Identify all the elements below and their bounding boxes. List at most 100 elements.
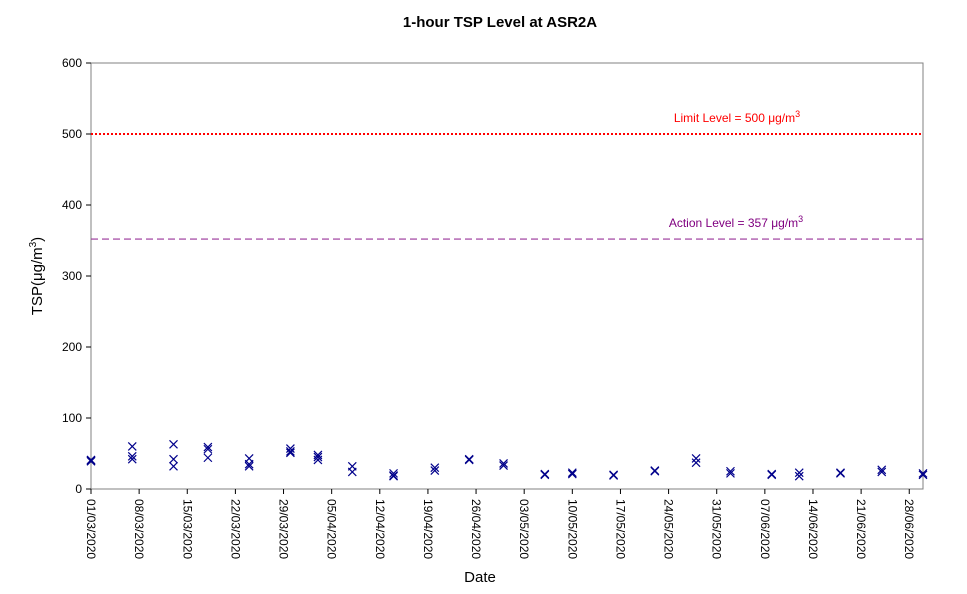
- marker-stroke: [389, 471, 398, 481]
- data-point-marker: [464, 455, 474, 465]
- marker-stroke: [794, 471, 804, 481]
- data-point-marker: [691, 454, 701, 463]
- x-tick-label: 08/03/2020: [132, 499, 146, 559]
- marker-stroke: [86, 455, 96, 465]
- x-tick-label: 21/06/2020: [854, 499, 868, 559]
- marker-stroke: [767, 470, 777, 480]
- x-tick-label: 31/05/2020: [710, 499, 724, 559]
- y-tick-label: 200: [62, 340, 82, 354]
- marker-stroke: [430, 463, 440, 473]
- x-axis-ticks: 01/03/2020 08/03/2020 15/03/2020 22/03/2020…: [84, 489, 916, 559]
- marker-stroke: [86, 456, 96, 466]
- marker-stroke: [347, 467, 357, 477]
- marker-stroke: [169, 439, 178, 449]
- x-tick-label: 01/03/2020: [84, 499, 98, 559]
- marker-stroke: [918, 470, 928, 480]
- x-tick-label: 15/03/2020: [180, 499, 194, 559]
- marker-stroke: [127, 451, 137, 461]
- x-tick-label: 19/04/2020: [421, 499, 435, 559]
- x-tick-label: 26/04/2020: [469, 499, 483, 559]
- marker-stroke: [285, 444, 295, 453]
- marker-stroke: [203, 453, 213, 463]
- marker-stroke: [691, 458, 701, 468]
- x-tick-label: 14/06/2020: [806, 499, 820, 559]
- data-point-marker: [169, 461, 178, 471]
- data-point-marker: [244, 461, 254, 471]
- marker-stroke: [203, 444, 213, 454]
- y-tick-label: 500: [62, 127, 82, 141]
- plot-area: [90, 62, 924, 490]
- data-point-marker: [244, 459, 254, 469]
- limit-level-label: Limit Level = 500 μg/m3: [674, 109, 800, 125]
- x-tick-label: 22/03/2020: [228, 499, 242, 559]
- x-axis-label: Date: [464, 569, 496, 586]
- data-point-marker: [285, 448, 295, 458]
- y-axis-label-unit: μg/m: [29, 247, 46, 281]
- marker-stroke: [389, 468, 398, 478]
- data-point-marker: [285, 444, 295, 453]
- marker-stroke: [918, 468, 928, 478]
- marker-stroke: [244, 459, 254, 469]
- data-point-marker: [127, 451, 137, 461]
- marker-stroke: [430, 466, 440, 475]
- marker-stroke: [127, 454, 137, 464]
- marker-stroke: [691, 454, 701, 463]
- data-point-marker: [127, 454, 137, 464]
- data-point-marker: [313, 455, 323, 465]
- data-point-marker: [203, 444, 213, 454]
- marker-stroke: [244, 461, 254, 471]
- y-axis-label: TSP(μg/m3): [28, 237, 46, 315]
- marker-stroke: [313, 452, 323, 462]
- x-tick-label: 12/04/2020: [373, 499, 387, 559]
- marker-stroke: [169, 461, 178, 471]
- y-tick-label: 0: [75, 482, 82, 496]
- y-axis-label-close: ): [29, 237, 46, 242]
- marker-stroke: [726, 468, 735, 478]
- data-point-marker: [86, 455, 96, 465]
- x-tick-label: 29/03/2020: [277, 499, 291, 559]
- y-tick-label: 600: [62, 56, 82, 70]
- data-point-marker: [347, 467, 357, 477]
- y-tick-label: 300: [62, 269, 82, 283]
- y-tick-label: 400: [62, 198, 82, 212]
- data-point-marker: [499, 461, 508, 470]
- data-point-marker: [726, 466, 735, 476]
- data-point-marker: [169, 439, 178, 449]
- x-tick-label: 24/05/2020: [662, 499, 676, 559]
- data-point-marker: [389, 471, 398, 481]
- marker-stroke: [285, 448, 295, 458]
- y-axis-label-main: TSP(: [29, 281, 46, 315]
- marker-stroke: [285, 446, 295, 456]
- y-axis-label-sup: 3: [28, 241, 39, 247]
- x-tick-label: 03/05/2020: [517, 499, 531, 559]
- data-point-marker: [86, 456, 96, 466]
- x-tick-label: 28/06/2020: [902, 499, 916, 559]
- marker-stroke: [567, 468, 577, 478]
- data-point-marker: [650, 466, 660, 476]
- marker-stroke: [127, 441, 137, 451]
- marker-stroke: [836, 468, 845, 478]
- data-point-marker: [918, 468, 928, 478]
- marker-stroke: [650, 466, 660, 476]
- y-axis-ticks: 0 100 200 300 400 500 600: [62, 56, 91, 496]
- data-point-marker: [918, 470, 928, 480]
- marker-stroke: [203, 442, 213, 452]
- data-points: [86, 439, 928, 481]
- x-tick-label: 10/05/2020: [565, 499, 579, 559]
- reference-lines: Limit Level = 500 μg/m3 Action Level = 35…: [91, 109, 923, 240]
- marker-stroke: [609, 471, 619, 480]
- y-tick-label: 100: [62, 411, 82, 425]
- marker-stroke: [169, 454, 178, 464]
- data-point-marker: [691, 458, 701, 468]
- data-point-marker: [767, 470, 777, 480]
- data-point-marker: [726, 468, 735, 478]
- data-point-marker: [313, 452, 323, 462]
- data-point-marker: [499, 459, 508, 468]
- marker-stroke: [726, 466, 735, 476]
- marker-stroke: [499, 461, 508, 470]
- data-point-marker: [794, 471, 804, 481]
- data-point-marker: [609, 471, 619, 480]
- marker-stroke: [794, 468, 804, 478]
- data-point-marker: [389, 468, 398, 478]
- data-point-marker: [794, 468, 804, 478]
